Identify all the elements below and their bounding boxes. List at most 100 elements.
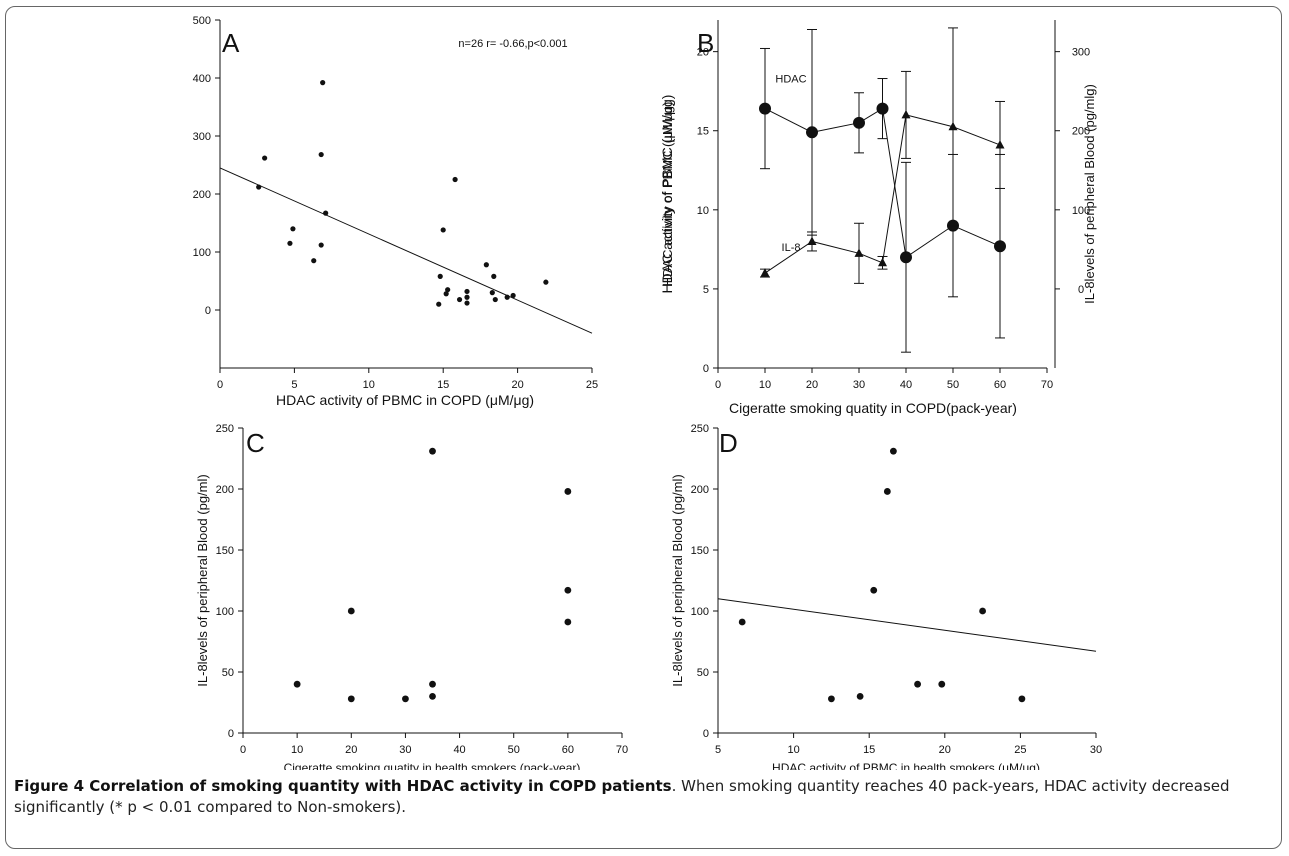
x-tick-label: 10 (759, 379, 771, 391)
data-point (738, 618, 746, 626)
stats-annotation: n=26 r= -0.66,p<0.001 (458, 38, 567, 50)
x-axis-label: HDAC activity of PBMC in COPD (μM/μg) (276, 392, 534, 408)
y-tick-label: 200 (691, 484, 709, 496)
panel-letter: C (246, 428, 265, 458)
data-point (492, 296, 498, 303)
data-point (564, 618, 572, 626)
data-point (807, 236, 817, 245)
data-point (464, 300, 470, 306)
x-tick-label: 30 (853, 379, 865, 391)
data-point (510, 292, 516, 299)
x-tick-label: 60 (562, 744, 574, 756)
right-y-tick-label: 300 (1072, 47, 1090, 59)
y-tick-label: 200 (193, 189, 211, 201)
data-point (995, 139, 1005, 149)
x-tick-label: 30 (1090, 744, 1102, 756)
data-point (759, 102, 771, 115)
right-y-tick-label: 200 (1072, 126, 1090, 138)
data-point (760, 268, 770, 277)
y-tick-label: 20 (697, 47, 709, 59)
data-point (806, 126, 818, 139)
x-tick-label: 10 (291, 744, 303, 756)
data-point (402, 695, 409, 703)
data-point (564, 586, 572, 594)
x-tick-label: 20 (345, 744, 357, 756)
x-tick-label: 5 (291, 379, 297, 391)
y-tick-label: 0 (703, 728, 709, 740)
x-tick-label: 25 (586, 379, 598, 391)
y-tick-label: 15 (697, 126, 709, 138)
data-point (900, 251, 912, 264)
series-label: IL-8 (782, 242, 801, 254)
data-point (452, 176, 458, 183)
y-tick-label: 250 (216, 423, 234, 435)
panel-letter: B (697, 28, 714, 58)
data-point (853, 116, 865, 129)
right-y-tick-label: 100 (1072, 205, 1090, 217)
data-point (437, 273, 443, 279)
x-tick-label: 0 (715, 379, 721, 391)
data-point (320, 80, 326, 86)
right-y-axis-label: IL-8levels of peripheral Blood (pg/mlg) (1082, 84, 1097, 304)
data-point (429, 693, 436, 700)
x-tick-label: 70 (616, 744, 628, 756)
y-tick-label: 150 (216, 545, 234, 557)
data-point (347, 607, 355, 615)
data-point (323, 210, 329, 216)
x-tick-label: 0 (217, 379, 223, 391)
data-point (440, 227, 446, 233)
x-tick-label: 25 (1014, 744, 1026, 756)
y-tick-label: 300 (193, 131, 211, 143)
data-point (290, 226, 296, 232)
y-tick-label: 200 (216, 484, 234, 496)
y-tick-label: 150 (691, 545, 709, 557)
x-tick-label: 30 (399, 744, 411, 756)
series-label: HDAC (775, 74, 806, 86)
x-tick-label: 10 (363, 379, 375, 391)
x-tick-label: 50 (508, 744, 520, 756)
data-point (979, 607, 986, 615)
panel-a: A 0 5 10 15 20 25 0 100 200 300 400 500 HDAC activity… (193, 15, 598, 408)
panel-b: B 0 10 20 30 40 50 60 70 0 5 10 15 20 Cigeratte smokin… (659, 20, 1097, 416)
data-point (914, 680, 921, 688)
data-point (293, 680, 301, 688)
data-point (456, 296, 463, 303)
data-point (491, 273, 497, 279)
panel-letter: D (719, 428, 738, 458)
data-point (311, 258, 317, 264)
x-tick-label: 20 (939, 744, 951, 756)
y-tick-label: 0 (703, 363, 709, 375)
x-axis-label: HDAC activity of PBMC in health smokers … (772, 761, 1040, 770)
data-point (1018, 695, 1026, 703)
y-tick-label: 100 (216, 606, 234, 618)
data-point (870, 586, 878, 594)
x-tick-label: 15 (863, 744, 875, 756)
y-tick-label: 500 (193, 15, 211, 27)
data-point (828, 695, 835, 703)
data-point (464, 294, 470, 300)
data-point (287, 240, 293, 246)
y-tick-label: 10 (697, 205, 709, 217)
x-tick-label: 50 (947, 379, 959, 391)
y-tick-label: 5 (703, 284, 709, 296)
data-point (543, 279, 549, 285)
data-point (429, 447, 436, 455)
y-tick-label: 50 (222, 667, 234, 679)
data-point (876, 102, 889, 115)
y-tick-label: 0 (205, 305, 211, 317)
data-point (878, 257, 887, 267)
data-point (443, 291, 449, 297)
caption-title: Figure 4 Correlation of smoking quantity… (14, 777, 672, 795)
x-tick-label: 40 (453, 744, 465, 756)
x-tick-label: 60 (994, 379, 1006, 391)
y-axis-label: IL-8levels of peripheral Blood (pg/ml) (195, 474, 210, 686)
data-point (948, 121, 958, 131)
y-axis-label: HDAC activity of PBMC (μM/μg) (660, 102, 675, 287)
regression-line (219, 167, 593, 334)
x-axis-label: Cigeratte smoking quatity in health smok… (284, 761, 581, 770)
data-point (318, 151, 324, 158)
x-tick-label: 5 (715, 744, 721, 756)
y-tick-label: 0 (228, 728, 234, 740)
caption-text: . When smoking quantity reaches 40 pack-… (14, 777, 1230, 816)
